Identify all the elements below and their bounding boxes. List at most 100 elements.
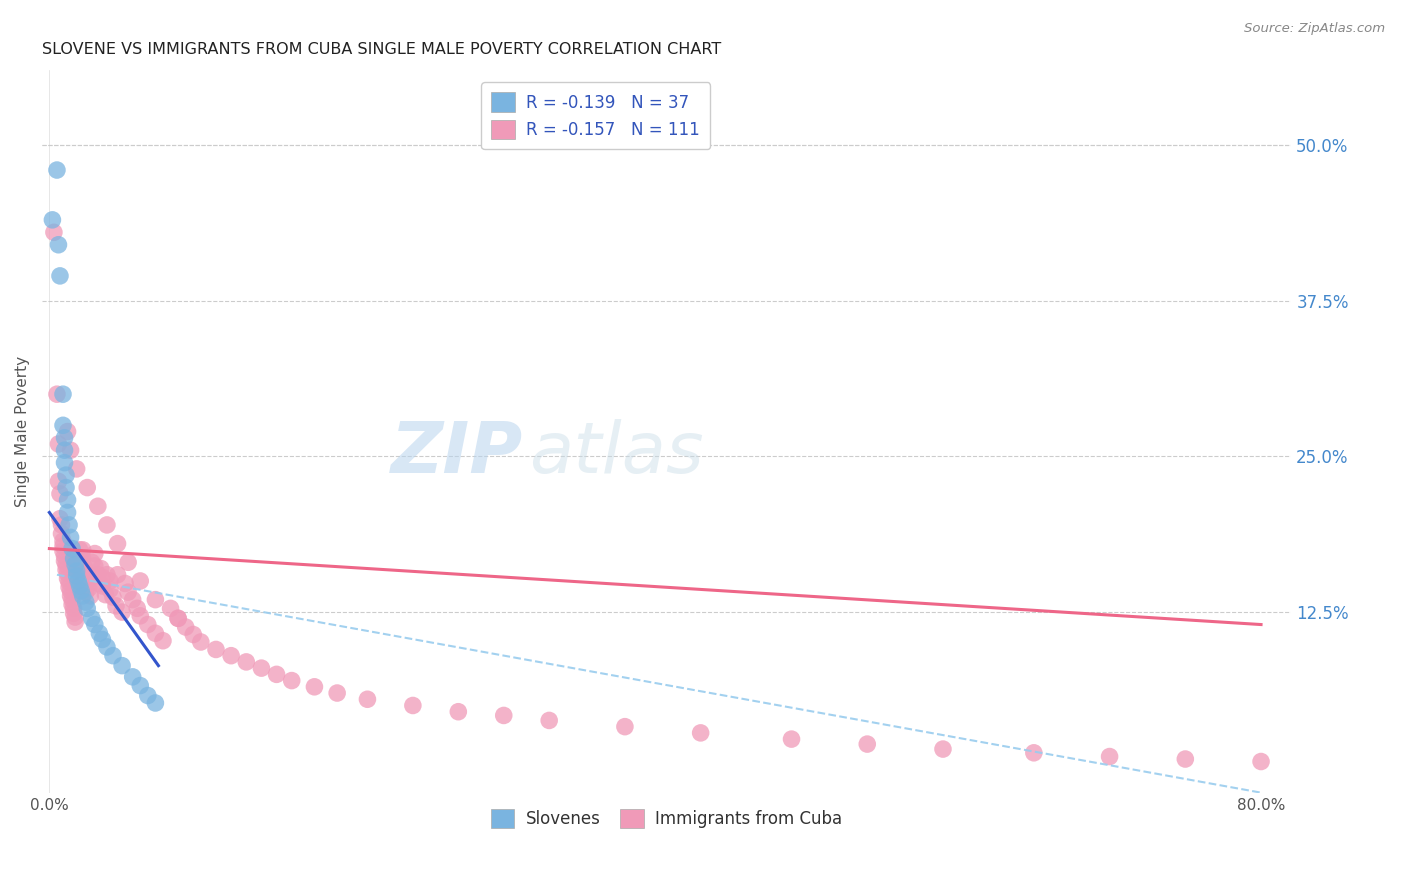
Point (70, 583, 93, 598)
Point (101, 590, 124, 604)
Point (55, 558, 77, 572)
Point (58, 575, 80, 590)
Point (105, 599, 128, 613)
Point (63, 610, 86, 624)
Point (87, 500, 110, 514)
Legend: Slovenes, Immigrants from Cuba: Slovenes, Immigrants from Cuba (484, 802, 849, 835)
Point (492, 708, 515, 723)
Point (53, 456, 76, 470)
Point (69, 542, 91, 557)
Point (46, 387, 69, 401)
Point (932, 742, 955, 756)
Point (1174, 752, 1197, 766)
Point (1022, 746, 1045, 760)
Point (89, 626, 111, 640)
Point (63, 558, 86, 572)
Point (69, 561, 91, 575)
Point (129, 608, 152, 623)
Point (73, 569, 96, 583)
Point (60, 598, 83, 612)
Point (55, 563, 77, 577)
Point (56, 493, 79, 508)
Point (63, 615, 86, 629)
Point (98, 574, 121, 588)
Point (77, 582, 100, 596)
Point (69, 579, 91, 593)
Point (129, 679, 152, 693)
Point (107, 536, 129, 550)
Point (190, 635, 212, 649)
Point (72, 589, 94, 603)
Point (96, 640, 118, 654)
Point (356, 692, 378, 706)
Point (538, 714, 561, 728)
Point (49, 487, 72, 501)
Point (613, 720, 636, 734)
Point (62, 551, 84, 566)
Point (447, 705, 470, 719)
Point (96, 517, 118, 532)
Point (127, 601, 149, 615)
Point (167, 611, 190, 625)
Point (49, 268, 72, 283)
Point (266, 667, 288, 681)
Point (73, 560, 96, 574)
Point (91, 579, 114, 593)
Point (145, 626, 167, 640)
Point (48, 237, 70, 252)
Text: atlas: atlas (529, 418, 704, 488)
Text: Source: ZipAtlas.com: Source: ZipAtlas.com (1244, 22, 1385, 36)
Point (856, 737, 879, 751)
Text: SLOVENE VS IMMIGRANTS FROM CUBA SINGLE MALE POVERTY CORRELATION CHART: SLOVENE VS IMMIGRANTS FROM CUBA SINGLE M… (42, 42, 721, 57)
Point (66, 569, 89, 583)
Point (111, 605, 134, 619)
Point (51, 517, 73, 532)
Point (56, 566, 79, 581)
Point (66, 564, 89, 578)
Point (121, 592, 143, 607)
Point (66, 558, 89, 572)
Point (136, 617, 159, 632)
Point (52, 534, 75, 549)
Point (70, 570, 93, 584)
Point (76, 566, 98, 581)
Point (145, 696, 167, 710)
Point (280, 673, 302, 688)
Point (87, 567, 110, 582)
Point (129, 574, 152, 588)
Point (167, 611, 190, 625)
Point (402, 698, 425, 713)
Point (250, 661, 273, 675)
Point (62, 607, 84, 621)
Point (53, 443, 76, 458)
Point (72, 551, 94, 566)
Y-axis label: Single Male Poverty: Single Male Poverty (15, 356, 30, 508)
Point (159, 601, 181, 615)
Point (83, 617, 105, 632)
Point (80, 555, 103, 569)
Point (326, 686, 349, 700)
Point (83, 547, 105, 561)
Point (49, 512, 72, 526)
Point (52, 418, 75, 433)
Point (91, 632, 114, 647)
Point (46, 163, 69, 178)
Point (174, 620, 197, 634)
Point (136, 689, 159, 703)
Point (70, 579, 93, 593)
Point (90, 561, 112, 575)
Point (62, 601, 84, 615)
Point (76, 601, 98, 615)
Point (111, 658, 134, 673)
Point (60, 592, 83, 607)
Point (205, 642, 228, 657)
Point (689, 726, 711, 740)
Point (235, 655, 257, 669)
Point (42, 225, 65, 239)
Point (55, 481, 77, 495)
Point (48, 437, 70, 451)
Point (52, 539, 75, 553)
Point (83, 559, 105, 574)
Point (75, 585, 97, 599)
Point (94, 588, 117, 602)
